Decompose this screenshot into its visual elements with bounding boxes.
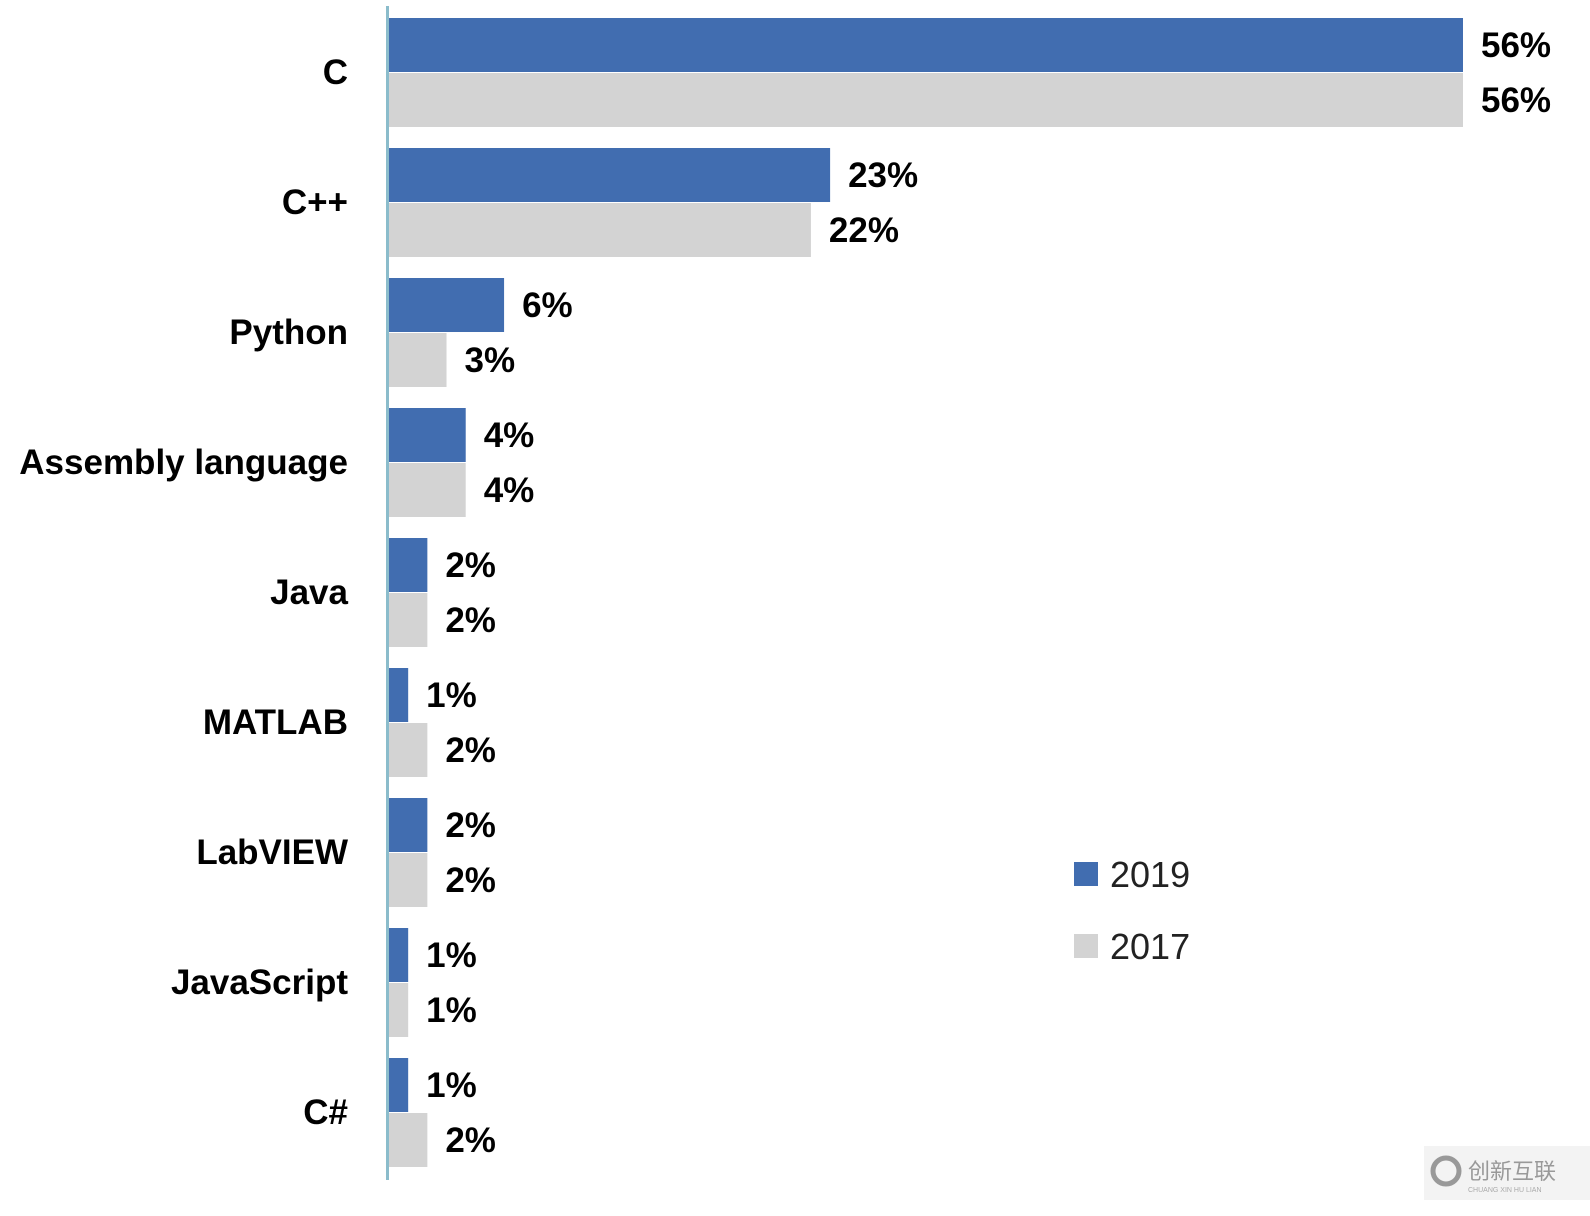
data-label: 2% (445, 546, 496, 585)
data-label: 1% (426, 676, 477, 715)
data-label: 2% (445, 861, 496, 900)
bar-2017-c- (389, 1113, 428, 1167)
bar-2017-labview (389, 853, 428, 907)
bar-2019-c- (389, 148, 831, 202)
data-label: 2% (445, 601, 496, 640)
category-label: C (323, 53, 348, 92)
data-label: 4% (484, 416, 535, 455)
data-label: 2% (445, 731, 496, 770)
bar-2017-matlab (389, 723, 428, 777)
category-label: LabVIEW (196, 833, 348, 872)
data-label: 2% (445, 1121, 496, 1160)
category-label: JavaScript (171, 963, 348, 1002)
legend-label: 2019 (1110, 854, 1190, 895)
data-label: 23% (848, 156, 918, 195)
bar-2017-c- (389, 203, 811, 257)
category-label: C# (303, 1093, 348, 1132)
category-label: Assembly language (19, 443, 348, 482)
bar-2019-matlab (389, 668, 409, 722)
bar-2019-labview (389, 798, 428, 852)
legend-label: 2017 (1110, 926, 1190, 967)
legend-swatch-2019 (1074, 862, 1098, 886)
bar-2017-python (389, 333, 447, 387)
data-label: 56% (1481, 81, 1551, 120)
data-label: 22% (829, 211, 899, 250)
bar-2019-c- (389, 1058, 409, 1112)
category-label: C++ (282, 183, 348, 222)
category-label: Java (270, 573, 348, 612)
legend-swatch-2017 (1074, 934, 1098, 958)
data-label: 1% (426, 936, 477, 975)
watermark-logo: 创新互联 CHUANG XIN HU LIAN (1424, 1146, 1590, 1200)
data-label: 2% (445, 806, 496, 845)
bar-2017-assembly-language (389, 463, 466, 517)
data-label: 56% (1481, 26, 1551, 65)
data-label: 6% (522, 286, 573, 325)
svg-text:CHUANG XIN HU LIAN: CHUANG XIN HU LIAN (1468, 1187, 1542, 1194)
bar-2019-python (389, 278, 505, 332)
svg-text:创新互联: 创新互联 (1468, 1160, 1556, 1185)
data-label: 1% (426, 991, 477, 1030)
bar-2017-c (389, 73, 1463, 127)
bar-2017-javascript (389, 983, 409, 1037)
category-label: Python (229, 313, 348, 352)
bar-2019-c (389, 18, 1463, 72)
data-label: 1% (426, 1066, 477, 1105)
category-label: MATLAB (203, 703, 348, 742)
bar-2019-javascript (389, 928, 409, 982)
data-label: 3% (465, 341, 516, 380)
bar-2019-assembly-language (389, 408, 466, 462)
bar-2017-java (389, 593, 428, 647)
data-label: 4% (484, 471, 535, 510)
bar-2019-java (389, 538, 428, 592)
legend: 2019 2017 (1074, 854, 1190, 967)
